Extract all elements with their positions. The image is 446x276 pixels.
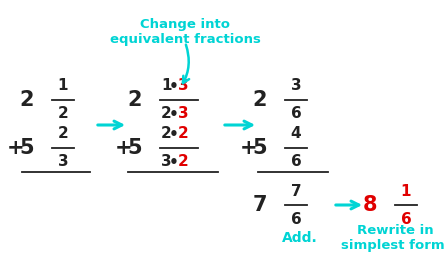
Text: 5: 5 <box>128 138 142 158</box>
Text: 1: 1 <box>58 78 68 94</box>
Text: 6: 6 <box>291 107 301 121</box>
Text: 3: 3 <box>161 155 172 169</box>
Text: 4: 4 <box>291 126 301 142</box>
Text: 7: 7 <box>252 195 267 215</box>
Text: 6: 6 <box>291 211 301 227</box>
Text: 3: 3 <box>58 155 68 169</box>
Text: •: • <box>169 107 179 121</box>
Text: 1: 1 <box>161 78 172 94</box>
Text: Change into
equivalent fractions: Change into equivalent fractions <box>110 18 260 46</box>
Text: 3: 3 <box>291 78 301 94</box>
Text: +: + <box>240 138 257 158</box>
Text: 2: 2 <box>58 126 68 142</box>
Text: 2: 2 <box>58 107 68 121</box>
Text: 2: 2 <box>178 155 189 169</box>
Text: 2: 2 <box>128 90 142 110</box>
Text: 2: 2 <box>161 126 172 142</box>
Text: 1: 1 <box>401 184 411 198</box>
Text: 3: 3 <box>178 78 189 94</box>
Text: •: • <box>169 155 179 169</box>
Text: •: • <box>169 126 179 142</box>
Text: 2: 2 <box>161 107 172 121</box>
Text: +: + <box>6 138 24 158</box>
Text: 8: 8 <box>363 195 377 215</box>
Text: 3: 3 <box>178 107 189 121</box>
Text: 5: 5 <box>252 138 267 158</box>
Text: 2: 2 <box>178 126 189 142</box>
Text: Rewrite in
simplest form.: Rewrite in simplest form. <box>341 224 446 252</box>
Text: 2: 2 <box>252 90 267 110</box>
Text: Add.: Add. <box>282 231 318 245</box>
Text: 6: 6 <box>291 155 301 169</box>
Text: •: • <box>169 78 179 94</box>
Text: 6: 6 <box>401 211 411 227</box>
Text: 2: 2 <box>20 90 34 110</box>
Text: 7: 7 <box>291 184 301 198</box>
Text: +: + <box>114 138 132 158</box>
Text: 5: 5 <box>19 138 34 158</box>
